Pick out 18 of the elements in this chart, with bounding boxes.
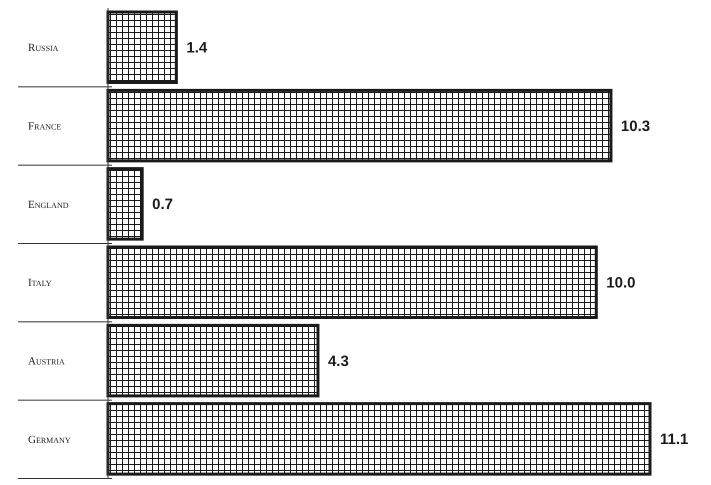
bar bbox=[106, 324, 320, 398]
bar bbox=[106, 402, 652, 476]
data-label: 11.1 bbox=[660, 431, 688, 448]
y-tick-label: Austria bbox=[28, 356, 66, 368]
data-label: 1.4 bbox=[186, 40, 208, 57]
y-tick-label: England bbox=[28, 198, 69, 211]
data-label: 4.3 bbox=[328, 352, 349, 370]
bar bbox=[106, 246, 598, 319]
y-tick-label: Germany bbox=[28, 434, 71, 446]
data-label: 10.0 bbox=[606, 274, 636, 292]
bar bbox=[106, 167, 144, 241]
bar bbox=[106, 10, 178, 84]
y-tick-label: France bbox=[28, 120, 62, 132]
data-label: 0.7 bbox=[152, 196, 174, 214]
y-tick-label: Italy bbox=[28, 277, 52, 290]
data-label: 10.3 bbox=[620, 118, 650, 135]
y-tick-label: Russia bbox=[28, 42, 59, 54]
bar bbox=[106, 88, 612, 162]
